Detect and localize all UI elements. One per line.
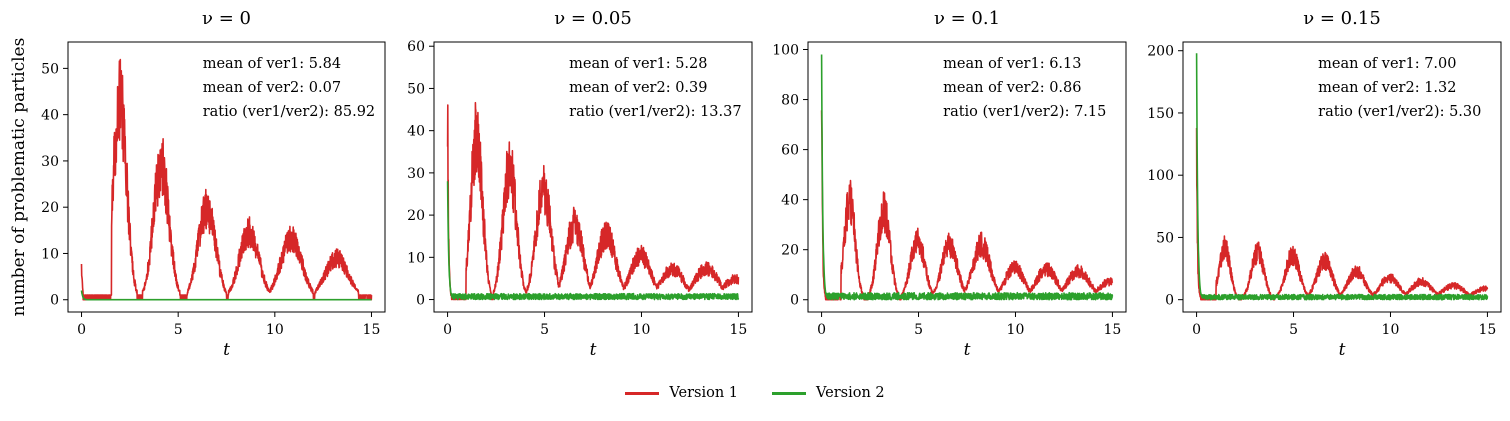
y-tick-label: 0 <box>1165 293 1174 309</box>
legend: Version 1 Version 2 <box>0 385 1510 401</box>
x-tick-label: 0 <box>817 322 826 338</box>
y-tick-label: 20 <box>41 200 59 216</box>
stats-annotation: mean of ver2: 1.32 <box>1318 80 1456 96</box>
series-line-version-2 <box>820 54 1114 301</box>
series-line-version-1 <box>820 110 1114 301</box>
y-tick-label: 40 <box>407 124 425 140</box>
y-tick-label: 200 <box>1147 44 1174 60</box>
y-tick-label: 150 <box>1147 106 1174 122</box>
legend-swatch-version-2 <box>772 391 806 395</box>
y-tick-label: 0 <box>790 293 799 309</box>
x-tick-label: 15 <box>1104 322 1122 338</box>
panel-title: ν = 0.1 <box>934 8 1000 29</box>
axes-frame <box>807 41 1127 313</box>
panel-title: ν = 0.05 <box>554 8 632 29</box>
stats-annotation: mean of ver2: 0.07 <box>203 80 341 96</box>
y-tick-label: 100 <box>1147 168 1174 184</box>
x-tick-label: 0 <box>443 322 452 338</box>
x-tick-label: 0 <box>1192 322 1201 338</box>
panel-title: ν = 0 <box>202 8 251 29</box>
panel-3: 0 5 10 15 0 20 40 60 80 100 ν = 0.1 t mean of ver1: … <box>772 8 1127 360</box>
y-tick-label: 30 <box>41 154 59 170</box>
x-tick-label: 0 <box>77 322 86 338</box>
plot-area <box>1195 53 1489 301</box>
y-tick-label: 50 <box>407 81 425 97</box>
y-tick-label: 60 <box>781 143 799 159</box>
stats-annotation: mean of ver1: 5.28 <box>569 56 707 72</box>
x-tick-label: 5 <box>540 322 549 338</box>
stats-annotation: ratio (ver1/ver2): 5.30 <box>1318 104 1481 120</box>
series-line-version-1 <box>446 101 740 301</box>
x-axis-label: t <box>964 340 971 360</box>
y-tick-label: 20 <box>781 243 799 259</box>
stats-annotation: mean of ver2: 0.86 <box>943 80 1081 96</box>
stats-annotation: mean of ver2: 0.39 <box>569 80 707 96</box>
plot-area <box>820 54 1114 301</box>
panel-1: 0 5 10 15 0 10 20 30 40 50 ν = 0 t number of problem… <box>9 8 386 360</box>
x-tick-label: 15 <box>730 322 748 338</box>
x-tick-label: 10 <box>266 322 284 338</box>
y-tick-label: 40 <box>41 108 59 124</box>
stats-annotation: ratio (ver1/ver2): 7.15 <box>943 104 1106 120</box>
plot-area <box>446 101 740 301</box>
series-line-version-2 <box>1195 53 1489 301</box>
panel-2: 0 5 10 15 0 10 20 30 40 50 60 ν = 0.05 t mean of ver1… <box>407 8 753 360</box>
stats-annotation: mean of ver1: 6.13 <box>943 56 1081 72</box>
y-tick-label: 80 <box>781 93 799 109</box>
panel-title: ν = 0.15 <box>1303 8 1381 29</box>
y-tick-label: 10 <box>41 246 59 262</box>
x-axis-label: t <box>1339 340 1346 360</box>
x-tick-label: 10 <box>1007 322 1025 338</box>
axes-frame <box>67 41 386 313</box>
x-axis-label: t <box>223 340 230 360</box>
x-tick-label: 15 <box>1479 322 1497 338</box>
series-line-version-2 <box>80 290 373 301</box>
y-tick-label: 50 <box>41 61 59 77</box>
x-tick-label: 5 <box>1289 322 1298 338</box>
y-tick-label: 60 <box>407 39 425 55</box>
x-axis-label: t <box>590 340 597 360</box>
series-line-version-1 <box>1195 127 1489 301</box>
y-tick-label: 20 <box>407 208 425 224</box>
y-tick-label: 50 <box>1156 230 1174 246</box>
series-line-version-2 <box>446 181 740 301</box>
x-tick-label: 5 <box>174 322 183 338</box>
axes-frame <box>1182 41 1502 313</box>
legend-swatch-version-1 <box>625 391 660 395</box>
stats-annotation: ratio (ver1/ver2): 85.92 <box>203 104 375 120</box>
y-tick-label: 30 <box>407 166 425 182</box>
y-tick-label: 40 <box>781 193 799 209</box>
y-tick-label: 0 <box>50 293 59 309</box>
x-tick-label: 10 <box>633 322 651 338</box>
plot-area <box>80 58 373 301</box>
y-tick-label: 10 <box>407 250 425 266</box>
y-tick-label: 0 <box>416 293 425 309</box>
stats-annotation: ratio (ver1/ver2): 13.37 <box>569 104 741 120</box>
stats-annotation: mean of ver1: 5.84 <box>203 56 341 72</box>
y-tick-label: 100 <box>772 43 799 59</box>
series-line-version-1 <box>80 58 373 301</box>
legend-item-version-1: Version 1 <box>625 385 738 401</box>
stats-annotation: mean of ver1: 7.00 <box>1318 56 1456 72</box>
x-tick-label: 15 <box>363 322 381 338</box>
axes-frame <box>433 41 753 313</box>
legend-item-version-2: Version 2 <box>772 385 885 401</box>
legend-label-version-1: Version 1 <box>669 385 738 401</box>
x-tick-label: 5 <box>914 322 923 338</box>
x-tick-label: 10 <box>1382 322 1400 338</box>
y-axis-label: number of problematic particles <box>9 38 29 317</box>
legend-label-version-2: Version 2 <box>816 385 885 401</box>
